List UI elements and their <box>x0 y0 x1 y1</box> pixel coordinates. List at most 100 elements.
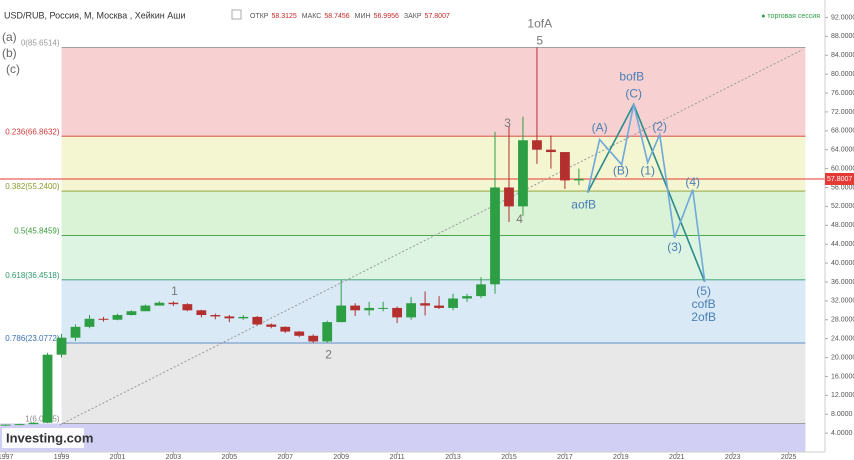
x-tick-label: 2015 <box>501 454 517 460</box>
y-tick-label: 16.0000 <box>831 373 854 380</box>
side-label: (b) <box>2 46 17 60</box>
y-tick-label: 68.0000 <box>831 128 854 135</box>
y-tick-label: 52.0000 <box>831 203 854 210</box>
y-tick-label: 24.0000 <box>831 335 854 342</box>
candle-body <box>532 140 542 150</box>
y-tick-label: 64.0000 <box>831 147 854 154</box>
fib-band <box>0 423 806 452</box>
wave-label: (5) <box>696 284 711 298</box>
ohlc-value: 56.9956 <box>374 13 399 20</box>
y-tick-label: 76.0000 <box>831 90 854 97</box>
wave-label: (C) <box>625 87 642 101</box>
wave-label: (2) <box>652 120 667 134</box>
candle-body <box>546 149 556 153</box>
fib-label: 0(85.6514) <box>21 39 60 48</box>
candle-body <box>504 187 514 207</box>
candle-body <box>98 318 109 320</box>
side-label: (a) <box>2 30 17 44</box>
fib-band <box>61 191 806 236</box>
fib-band <box>61 136 806 192</box>
side-label: (c) <box>6 62 20 76</box>
x-tick-label: 1997 <box>0 454 13 460</box>
x-tick-label: 2023 <box>725 454 741 460</box>
price-tag-label: 57.8007 <box>827 176 852 183</box>
candle-body <box>560 152 570 181</box>
chart-title: USD/RUB, Россия, М, Москва , Хейкин Аши <box>4 10 185 20</box>
candle-body <box>322 322 333 342</box>
y-tick-label: 36.0000 <box>831 279 854 286</box>
x-tick-label: 2025 <box>781 454 797 460</box>
candle-body <box>364 307 375 311</box>
fib-label: 0.5(45.8459) <box>14 227 60 236</box>
ohlc-header: ОТКР 58.3125 МАКС 58.7456 МИН 56.9956 ЗАКР 57.8… <box>250 13 450 20</box>
wave-label: 2 <box>325 347 332 361</box>
ohlc-label: МАКС <box>302 13 322 20</box>
x-tick-label: 2001 <box>110 454 126 460</box>
fib-band <box>61 279 806 343</box>
candle-body <box>490 187 500 285</box>
candle-body <box>112 315 123 320</box>
session-label: ● торговая сессия <box>761 13 820 20</box>
candle-body <box>252 316 263 325</box>
x-tick-label: 2009 <box>333 454 349 460</box>
fib-label: 0.618(36.4518) <box>5 271 60 280</box>
wave-label: aofB <box>571 198 596 212</box>
wave-label: (4) <box>685 175 700 189</box>
wave-label: 1ofA <box>527 17 552 31</box>
candle-body <box>462 296 472 299</box>
fib-band <box>61 47 806 137</box>
y-tick-label: 60.0000 <box>831 165 854 172</box>
candle-body <box>280 326 291 332</box>
settings-icon[interactable] <box>231 9 242 20</box>
y-tick-label: 8.0000 <box>831 411 853 418</box>
fib-label: 0.786(23.0772) <box>5 334 60 343</box>
candle-body <box>0 424 11 426</box>
wave-label: (1) <box>640 164 655 178</box>
candle-body <box>434 305 444 308</box>
candle-body <box>28 422 39 425</box>
plot-area: 0(85.6514) 0.236(66.8632) 0.382(55.2400) 0.… <box>0 17 825 452</box>
candle-body <box>406 303 416 318</box>
watermark-bg <box>2 428 84 448</box>
wave-label: 3 <box>504 116 511 130</box>
candle-body <box>224 316 235 319</box>
candle-body <box>476 284 486 297</box>
watermark: Investing.com <box>6 430 93 445</box>
y-tick-label: 88.0000 <box>831 33 854 40</box>
x-tick-label: 2005 <box>222 454 238 460</box>
wave-label: (B) <box>613 164 629 178</box>
ohlc-value: 58.3125 <box>271 13 296 20</box>
x-tick-label: 2019 <box>613 454 629 460</box>
fib-label: 0.236(66.8632) <box>5 127 60 136</box>
x-tick-label: 2007 <box>277 454 293 460</box>
wave-label: 5 <box>536 34 543 48</box>
trend-line <box>59 49 803 426</box>
candle-body <box>70 326 81 338</box>
candle-body <box>308 335 319 342</box>
header-bg <box>0 0 440 22</box>
candle-body <box>140 305 151 312</box>
wave-label: cofB <box>692 297 716 311</box>
wave-label: bofB <box>619 70 644 84</box>
candle-body <box>392 307 403 318</box>
candle-body <box>196 310 207 316</box>
y-tick-label: 20.0000 <box>831 354 854 361</box>
wave-label: 2ofB <box>691 310 716 324</box>
candle-body <box>378 307 389 309</box>
candle-body <box>336 305 347 323</box>
y-tick-label: 40.0000 <box>831 260 854 267</box>
x-tick-label: 2017 <box>557 454 573 460</box>
y-tick-label: 48.0000 <box>831 222 854 229</box>
fib-band <box>61 235 806 280</box>
candle-body <box>168 302 179 305</box>
candle-body <box>350 305 361 311</box>
y-tick-label: 84.0000 <box>831 52 854 59</box>
candle-body <box>56 337 67 355</box>
ohlc-label: МИН <box>355 13 371 20</box>
candle-body <box>266 324 277 327</box>
ohlc-label: ЗАКР <box>404 13 422 20</box>
y-tick-label: 32.0000 <box>831 298 854 305</box>
candle-body <box>574 178 584 181</box>
wave-label: (A) <box>592 121 608 135</box>
